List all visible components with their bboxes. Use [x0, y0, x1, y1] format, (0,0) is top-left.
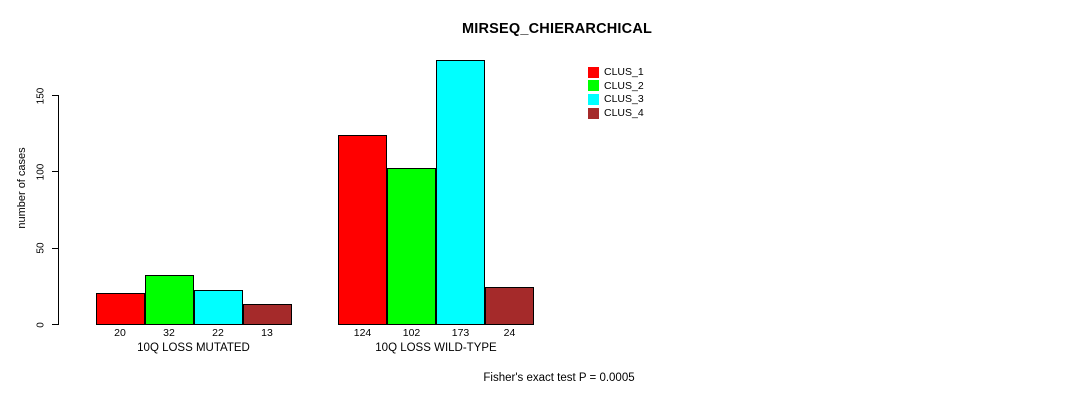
bar-value-label: 173: [451, 327, 470, 339]
y-axis-tick: [52, 247, 58, 249]
bar-clus_4-group1: [242, 304, 292, 325]
bar-value-label: 24: [503, 327, 516, 339]
bar-value-label: 22: [212, 327, 224, 339]
y-axis-line: [58, 95, 59, 325]
annotation-fisher-test: Fisher's exact test P = 0.0005: [483, 372, 635, 384]
bar-clus_2-group2: [387, 168, 436, 325]
legend-swatch-clus_3: [588, 93, 599, 105]
bar-value-label: 32: [163, 327, 175, 339]
bar-clus_1-group2: [338, 134, 387, 325]
bar-clus_2-group1: [144, 275, 194, 325]
legend-swatch-clus_2: [588, 80, 599, 92]
legend-label: CLUS_2: [604, 79, 644, 92]
legend-label: CLUS_1: [604, 66, 644, 78]
legend-label: CLUS_3: [604, 93, 644, 106]
bar-value-label: 124: [353, 327, 372, 339]
legend-label: CLUS_4: [604, 107, 644, 120]
bar-clus_1-group1: [95, 293, 145, 325]
legend-swatch-clus_1: [588, 66, 599, 78]
chart-title: MIRSEQ_CHIERARCHICAL: [461, 21, 653, 37]
bar-clus_3-group1: [193, 290, 243, 325]
y-axis-tick: [52, 95, 58, 96]
legend-swatch-clus_4: [588, 107, 599, 119]
bar-value-label: 13: [261, 327, 273, 339]
bar-value-label: 102: [402, 327, 421, 339]
group-label: 10Q LOSS MUTATED: [137, 342, 250, 354]
legend-item-clus_4: CLUS_4: [588, 107, 644, 119]
bar-value-label: 20: [114, 327, 126, 339]
y-axis-tick: [52, 171, 58, 173]
y-axis-tick: [52, 324, 58, 325]
legend-item-clus_2: CLUS_2: [588, 80, 644, 92]
bar-clus_4-group2: [485, 287, 534, 325]
bar-clus_3-group2: [436, 59, 485, 325]
legend-item-clus_1: CLUS_1: [588, 66, 644, 78]
legend-item-clus_3: CLUS_3: [588, 93, 644, 105]
group-label: 10Q LOSS WILD-TYPE: [375, 342, 497, 354]
